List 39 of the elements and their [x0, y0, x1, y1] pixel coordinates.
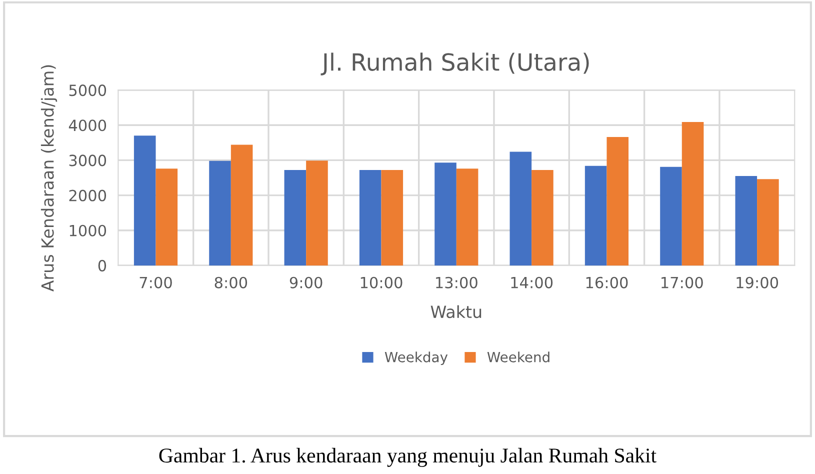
x-tick-label: 10:00: [360, 276, 402, 288]
bar: [606, 137, 629, 266]
legend-label: Weekend: [487, 352, 550, 362]
y-axis-title: Arus Kendaraan (kend/jam): [40, 65, 58, 292]
x-tick-label: 14:00: [511, 276, 553, 288]
y-tick-label: 4000: [68, 120, 106, 132]
bar: [156, 168, 178, 266]
bar: [306, 160, 328, 266]
bar: [456, 168, 478, 266]
x-tick-label: 8:00: [214, 276, 248, 288]
bar: [532, 170, 554, 266]
y-tick-label: 1000: [70, 224, 106, 236]
bar: [682, 122, 704, 266]
y-tick-label: 2000: [69, 190, 106, 202]
x-axis-title: Waktu: [430, 305, 482, 318]
bar: [757, 179, 779, 266]
x-tick-label: 19:00: [736, 276, 778, 288]
y-tick-label: 3000: [69, 154, 106, 166]
bar: [284, 170, 306, 266]
legend-label: Weekday: [384, 352, 448, 366]
bar: [510, 152, 532, 266]
text: Gambar 1. Arus kendaraan yang menuju Jalan Rumah Sakit: [159, 448, 656, 467]
x-tick-label: 13:00: [436, 276, 478, 288]
bar: [434, 162, 456, 266]
bar: [381, 170, 404, 266]
bar: [230, 144, 253, 266]
bar: [134, 136, 156, 266]
bar: [660, 166, 682, 266]
chart-title: Jl. Rumah Sakit (Utara): [320, 52, 589, 76]
x-tick-label: 9:00: [290, 276, 322, 288]
x-tick-label: 7:00: [140, 276, 172, 288]
bar: [735, 176, 758, 266]
bar: [359, 170, 382, 266]
x-tick-label: 16:00: [586, 276, 628, 288]
bar: [584, 166, 607, 266]
y-tick-label: 5000: [69, 84, 106, 96]
bar: [209, 160, 231, 266]
x-tick-label: 17:00: [662, 276, 703, 288]
y-tick-label: 0: [98, 260, 106, 272]
